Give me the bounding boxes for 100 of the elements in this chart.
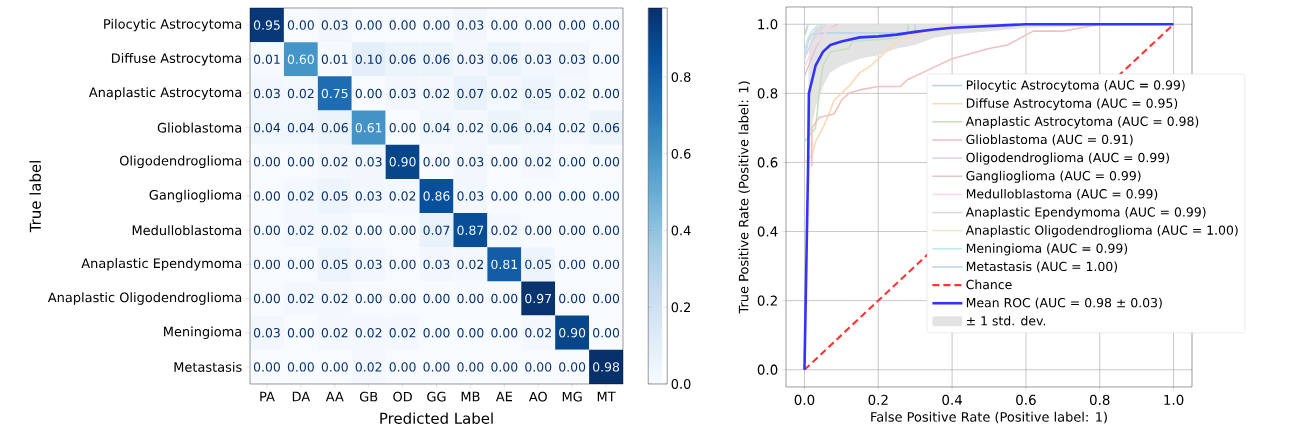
data-label: 0.87 [457, 225, 484, 235]
x-tick-label: 0.8 [1089, 394, 1110, 405]
data-label: 0.00 [253, 293, 280, 304]
data-label: 0.02 [457, 122, 484, 133]
data-label: 0.10 [355, 54, 382, 64]
legend-label: Ganglioglioma (AUC = 0.99) [966, 170, 1141, 183]
data-label: 0.03 [253, 328, 280, 338]
data-label: 0.00 [559, 293, 586, 304]
y-tick-label: Pilocytic Astrocytoma [104, 18, 242, 32]
y-tick-label: Medulloblastoma [132, 225, 242, 236]
data-label: 0.00 [423, 20, 450, 30]
data-label: 0.03 [457, 157, 484, 167]
data-label: 0.00 [559, 20, 586, 30]
data-label: 0.00 [389, 362, 416, 372]
data-label: 0.00 [491, 362, 518, 372]
x-tick-label: MB [461, 391, 480, 402]
data-label: 0.04 [287, 122, 315, 133]
x-tick-label: DA [292, 391, 311, 402]
data-label: 0.00 [559, 362, 586, 372]
data-label: 0.00 [593, 328, 620, 338]
x-tick-label: MT [597, 391, 616, 402]
data-label: 0.00 [593, 20, 620, 30]
data-label: 0.00 [287, 328, 314, 338]
color-bar-label: 0.2 [671, 302, 691, 313]
data-label: 0.03 [389, 88, 416, 99]
legend-label: Chance [966, 279, 1012, 290]
data-label: 0.02 [559, 88, 585, 99]
data-label: 0.60 [287, 54, 314, 64]
x-tick-label: MG [562, 391, 582, 402]
data-label: 0.00 [491, 157, 518, 167]
data-label: 0.00 [491, 20, 518, 30]
data-label: 0.00 [525, 362, 552, 372]
y-tick-label: Diffuse Astrocytoma [111, 52, 242, 66]
data-label: 0.02 [287, 88, 314, 99]
data-label: 0.02 [423, 88, 450, 99]
y-tick-label: 1.0 [758, 19, 778, 30]
color-bar-label: 0.4 [671, 225, 691, 236]
data-label: 0.00 [593, 54, 620, 64]
data-label: 0.03 [423, 259, 450, 270]
data-label: 0.00 [287, 157, 314, 167]
x-tick-label: GB [359, 391, 378, 402]
data-label: 0.02 [525, 157, 551, 167]
data-label: 0.02 [321, 293, 348, 304]
data-label: 0.00 [423, 362, 450, 372]
data-label: 0.03 [457, 54, 484, 64]
legend-label: Anaplastic Astrocytoma (AUC = 0.98) [965, 116, 1199, 129]
data-label: 0.04 [525, 122, 552, 133]
data-label: 0.00 [355, 225, 382, 235]
data-label: 0.95 [253, 20, 280, 30]
data-label: 0.02 [321, 225, 348, 235]
data-label: 0.00 [559, 225, 586, 235]
legend-label: Glioblastoma (AUC = 0.91) [966, 134, 1133, 146]
x-tick-label: AA [325, 391, 344, 402]
data-label: 0.05 [525, 259, 551, 270]
data-label: 0.00 [253, 157, 280, 167]
data-label: 0.00 [389, 20, 416, 30]
data-label: 0.05 [525, 88, 551, 99]
data-label: 0.03 [355, 191, 382, 201]
x-axis-title: Predicted Label [380, 412, 493, 424]
data-label: 0.00 [559, 191, 586, 201]
data-label: 0.00 [593, 157, 620, 167]
data-label: 0.00 [593, 191, 620, 201]
data-label: 0.00 [253, 191, 280, 201]
x-tick-label: 1.0 [1164, 394, 1184, 405]
legend-label: Meningioma (AUC = 0.99) [966, 243, 1128, 256]
data-label: 0.81 [491, 259, 518, 270]
y-tick-label: 0.0 [757, 364, 778, 375]
data-label: 0.90 [389, 157, 416, 167]
data-label: 0.00 [457, 362, 484, 372]
data-label: 0.03 [253, 88, 280, 99]
x-tick-label: PA [260, 391, 275, 402]
x-tick-label: 0.0 [794, 394, 815, 405]
data-label: 0.00 [423, 157, 450, 167]
legend-label: Medulloblastoma (AUC = 0.99) [966, 188, 1158, 201]
data-label: 0.00 [593, 88, 620, 99]
data-label: 0.03 [559, 54, 586, 64]
data-label: 0.02 [559, 122, 585, 133]
data-label: 0.98 [593, 362, 620, 372]
x-tick-label: AO [528, 391, 547, 402]
data-label: 0.05 [321, 259, 348, 270]
data-label: 0.03 [525, 54, 552, 64]
data-label: 0.06 [423, 54, 450, 64]
y-axis-title: True label [29, 161, 41, 233]
data-label: 0.86 [423, 191, 450, 201]
data-label: 0.00 [559, 259, 586, 270]
y-tick-label: 0.6 [757, 157, 778, 168]
legend-label: Anaplastic Ependymoma (AUC = 0.99) [965, 207, 1206, 220]
data-label: 0.00 [593, 225, 620, 235]
legend-label: Metastasis (AUC = 1.00) [966, 261, 1118, 273]
data-label: 0.02 [389, 191, 416, 201]
data-label: 0.00 [491, 328, 518, 338]
data-label: 0.06 [593, 122, 620, 133]
data-label: 0.00 [491, 191, 518, 201]
data-label: 0.00 [525, 20, 552, 30]
color-bar-label: 0.0 [671, 379, 691, 389]
y-tick-label: 0.2 [757, 295, 777, 306]
data-label: 0.03 [355, 259, 382, 270]
y-tick-label: Meningioma [164, 326, 242, 339]
data-label: 0.02 [287, 225, 314, 235]
legend-label: Oligodendroglioma (AUC = 0.99) [966, 152, 1169, 165]
